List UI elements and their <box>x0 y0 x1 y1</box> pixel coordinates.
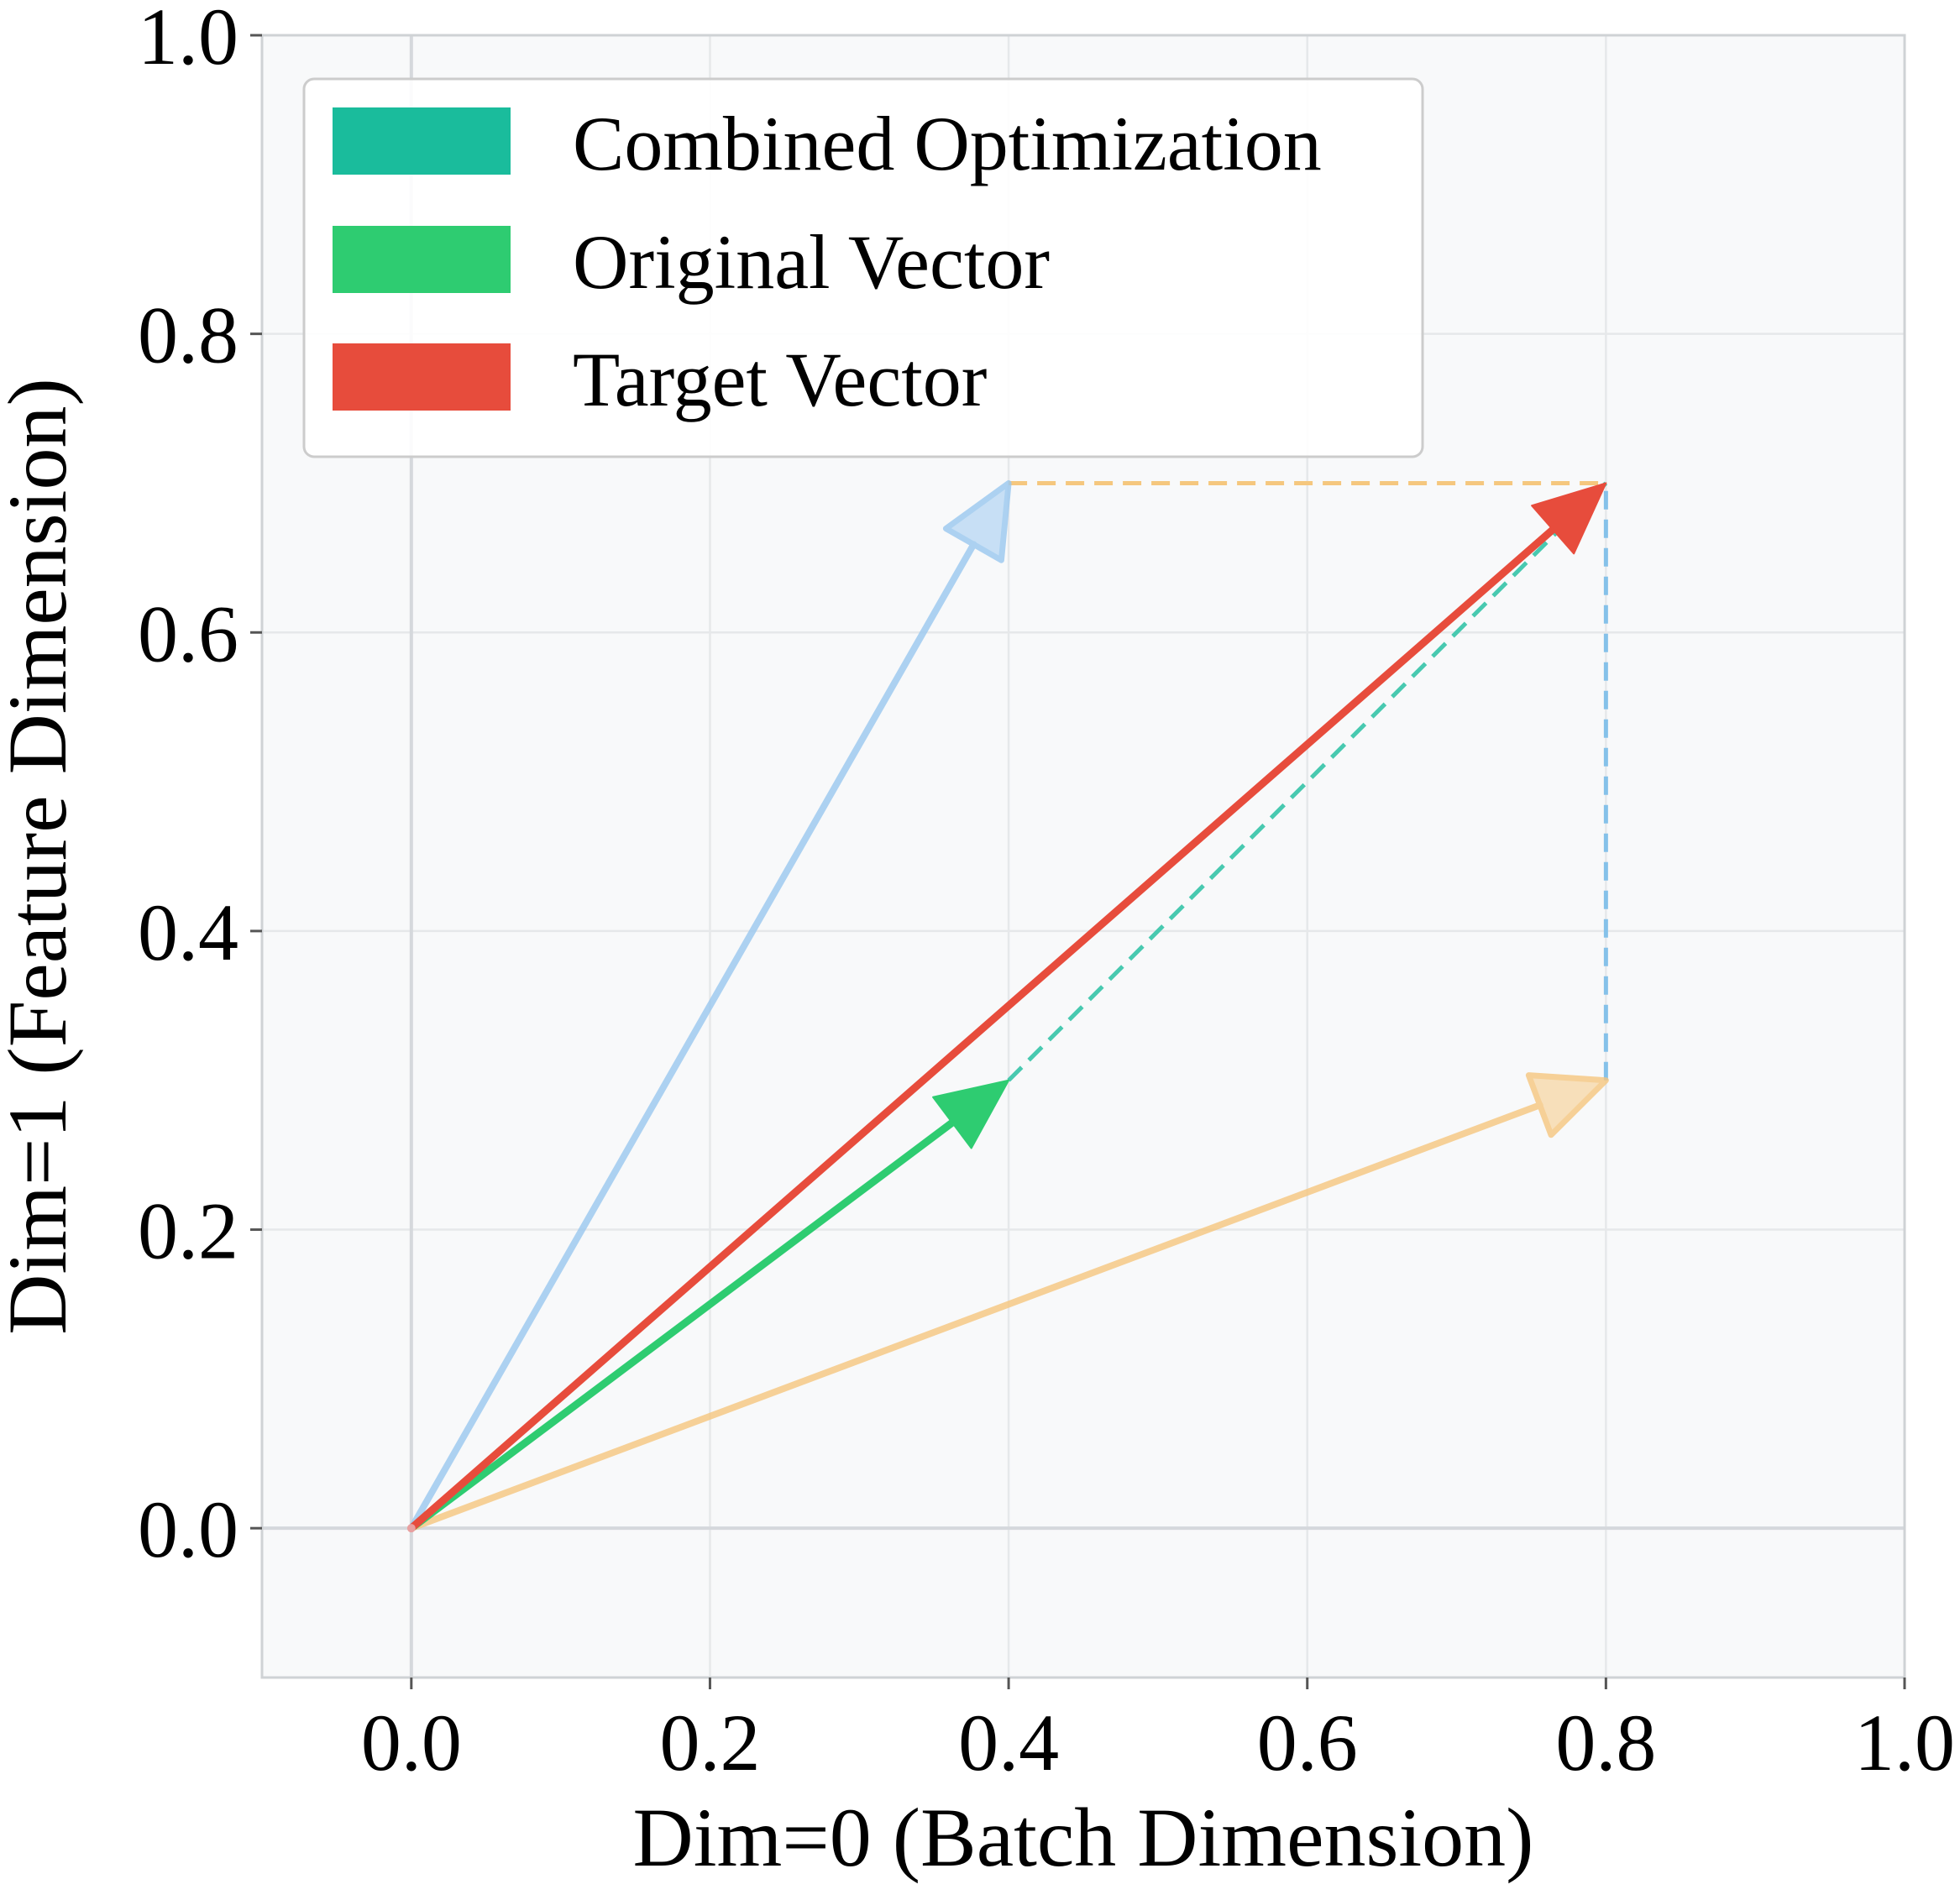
batch-component <box>407 1072 1609 1532</box>
origin-point <box>406 1524 416 1533</box>
x-tick-label-2: 0.4 <box>958 1698 1059 1787</box>
target-vector-arrowhead <box>1531 482 1607 555</box>
legend-box <box>302 77 1424 458</box>
legend-swatch-combined-optimization <box>333 107 511 175</box>
target-vector <box>407 482 1607 1532</box>
batch-component-arrowhead <box>1525 1072 1609 1138</box>
feature-component-arrowhead <box>942 479 1012 563</box>
target-vector-shaft <box>407 526 1557 1532</box>
y-tick-label-1: 0.2 <box>138 1186 238 1276</box>
original-vector <box>407 1079 1010 1532</box>
x-tick-label-3: 0.6 <box>1257 1698 1358 1787</box>
x-axis-label: Dim=0 (Batch Dimension) <box>633 1791 1534 1884</box>
original-vector-shaft <box>407 1118 956 1532</box>
y-tick-label-5: 1.0 <box>138 0 238 81</box>
legend-swatch-target-vector <box>333 343 511 411</box>
x-tick-label-4: 0.8 <box>1555 1698 1656 1787</box>
original-vector-arrowhead <box>932 1079 1010 1149</box>
legend-label-original-vector: Original Vector <box>573 219 1050 305</box>
legend-swatch-original-vector <box>333 226 511 293</box>
vectors <box>406 479 1609 1533</box>
x-tick-label-0: 0.0 <box>361 1698 462 1787</box>
plot-frame <box>260 34 1906 1679</box>
feature-component-shaft <box>407 541 977 1532</box>
feature-component <box>407 479 1012 1532</box>
legend-label-combined-optimization: Combined Optimization <box>573 101 1322 186</box>
y-tick-label-2: 0.4 <box>138 887 238 977</box>
dashed-guides <box>1007 480 1608 1082</box>
y-tick-label-3: 0.6 <box>138 589 238 678</box>
legend-label-target-vector: Target Vector <box>573 337 987 422</box>
y-tick-label-0: 0.0 <box>138 1484 238 1574</box>
batch-component-shaft <box>407 1102 1543 1532</box>
ticks: 0.0 0.2 0.4 0.6 0.8 1.0 0.0 0.2 0.4 0.6 0.8 1.0 <box>138 0 1955 1787</box>
x-tick-label-1: 0.2 <box>659 1698 760 1787</box>
legend: Combined Optimization Original Vector Ta… <box>302 77 1424 458</box>
x-tick-label-5: 1.0 <box>1854 1698 1955 1787</box>
y-tick-label-4: 0.8 <box>138 290 238 380</box>
y-axis-label: Dim=1 (Feature Dimension) <box>0 378 84 1335</box>
